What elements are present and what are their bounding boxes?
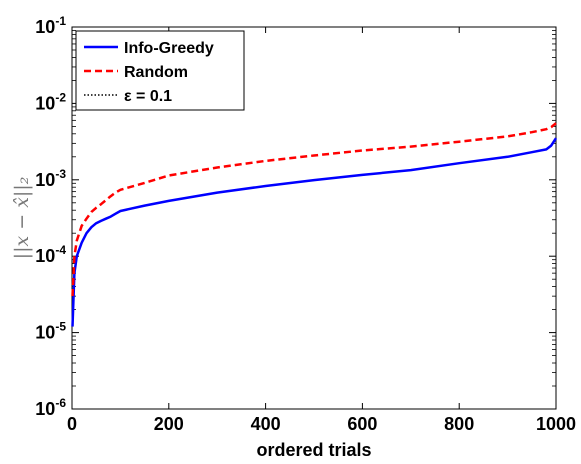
x-axis-title: ordered trials — [256, 440, 371, 460]
y-tick-label: 10-5 — [35, 320, 66, 343]
x-tick-label: 0 — [67, 414, 77, 434]
series-line-random — [71, 122, 557, 297]
y-tick-label: 10-1 — [35, 14, 66, 37]
x-tick-label: 200 — [154, 414, 184, 434]
legend-label-info-greedy: Info-Greedy — [124, 40, 214, 57]
y-axis-title: ||x − x̂||₂ — [11, 177, 33, 260]
y-tick-label: 10-3 — [35, 167, 66, 190]
y-tick-label: 10-4 — [35, 243, 66, 266]
y-axis: 10-6 10-5 10-4 10-3 10-2 10-1 — [35, 14, 556, 419]
x-tick-label: 600 — [347, 414, 377, 434]
x-tick-label: 1000 — [536, 414, 576, 434]
legend-label-epsilon: ε = 0.1 — [124, 88, 172, 105]
series-line-info-greedy — [71, 137, 558, 327]
y-tick-label: 10-6 — [35, 396, 66, 419]
series-layer — [71, 122, 558, 327]
x-axis: 0 200 400 600 800 1000 — [67, 27, 576, 434]
x-tick-label: 800 — [444, 414, 474, 434]
y-tick-label: 10-2 — [35, 90, 66, 113]
legend: Info-Greedy Random ε = 0.1 — [75, 30, 245, 111]
legend-box — [75, 30, 245, 111]
x-tick-label: 400 — [251, 414, 281, 434]
legend-label-random: Random — [124, 64, 188, 81]
